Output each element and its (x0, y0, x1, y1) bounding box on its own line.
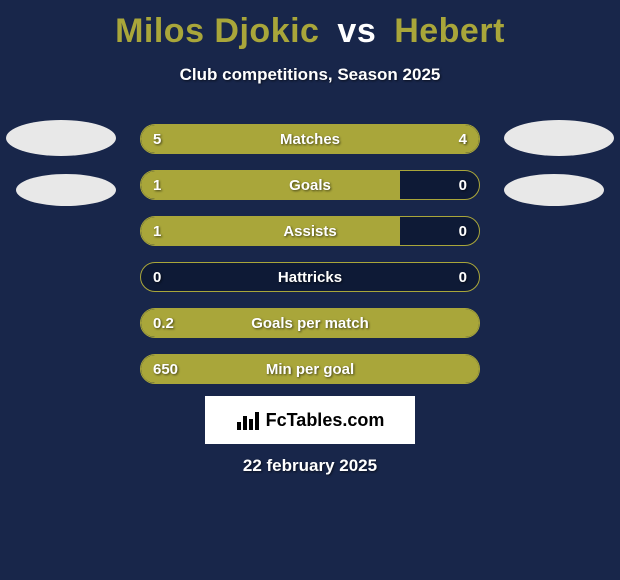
chart-icon (236, 410, 260, 430)
subtitle: Club competitions, Season 2025 (0, 65, 620, 85)
branding-text: FcTables.com (266, 410, 385, 431)
avatar-player2-bottom (504, 174, 604, 206)
bar-label: Min per goal (141, 355, 479, 383)
bar-row: 1Assists0 (140, 216, 480, 246)
bar-label: Hattricks (141, 263, 479, 291)
branding-badge: FcTables.com (205, 396, 415, 444)
comparison-bars: 5Matches41Goals01Assists00Hattricks00.2G… (140, 124, 480, 400)
title-player2: Hebert (394, 12, 505, 50)
avatar-player1-top (6, 120, 116, 156)
bar-label: Goals per match (141, 309, 479, 337)
bar-row: 0.2Goals per match (140, 308, 480, 338)
bar-row: 1Goals0 (140, 170, 480, 200)
title-player1: Milos Djokic (115, 12, 319, 50)
bar-label: Assists (141, 217, 479, 245)
bar-label: Matches (141, 125, 479, 153)
bar-value-right: 0 (459, 263, 467, 291)
avatar-player2-top (504, 120, 614, 156)
title-vs: vs (337, 12, 376, 50)
bar-row: 650Min per goal (140, 354, 480, 384)
avatar-player1-bottom (16, 174, 116, 206)
bar-row: 5Matches4 (140, 124, 480, 154)
bar-label: Goals (141, 171, 479, 199)
bar-row: 0Hattricks0 (140, 262, 480, 292)
date-label: 22 february 2025 (0, 456, 620, 476)
bar-value-right: 4 (459, 125, 467, 153)
page-title: Milos Djokic vs Hebert (0, 0, 620, 51)
bar-value-right: 0 (459, 217, 467, 245)
bar-value-right: 0 (459, 171, 467, 199)
